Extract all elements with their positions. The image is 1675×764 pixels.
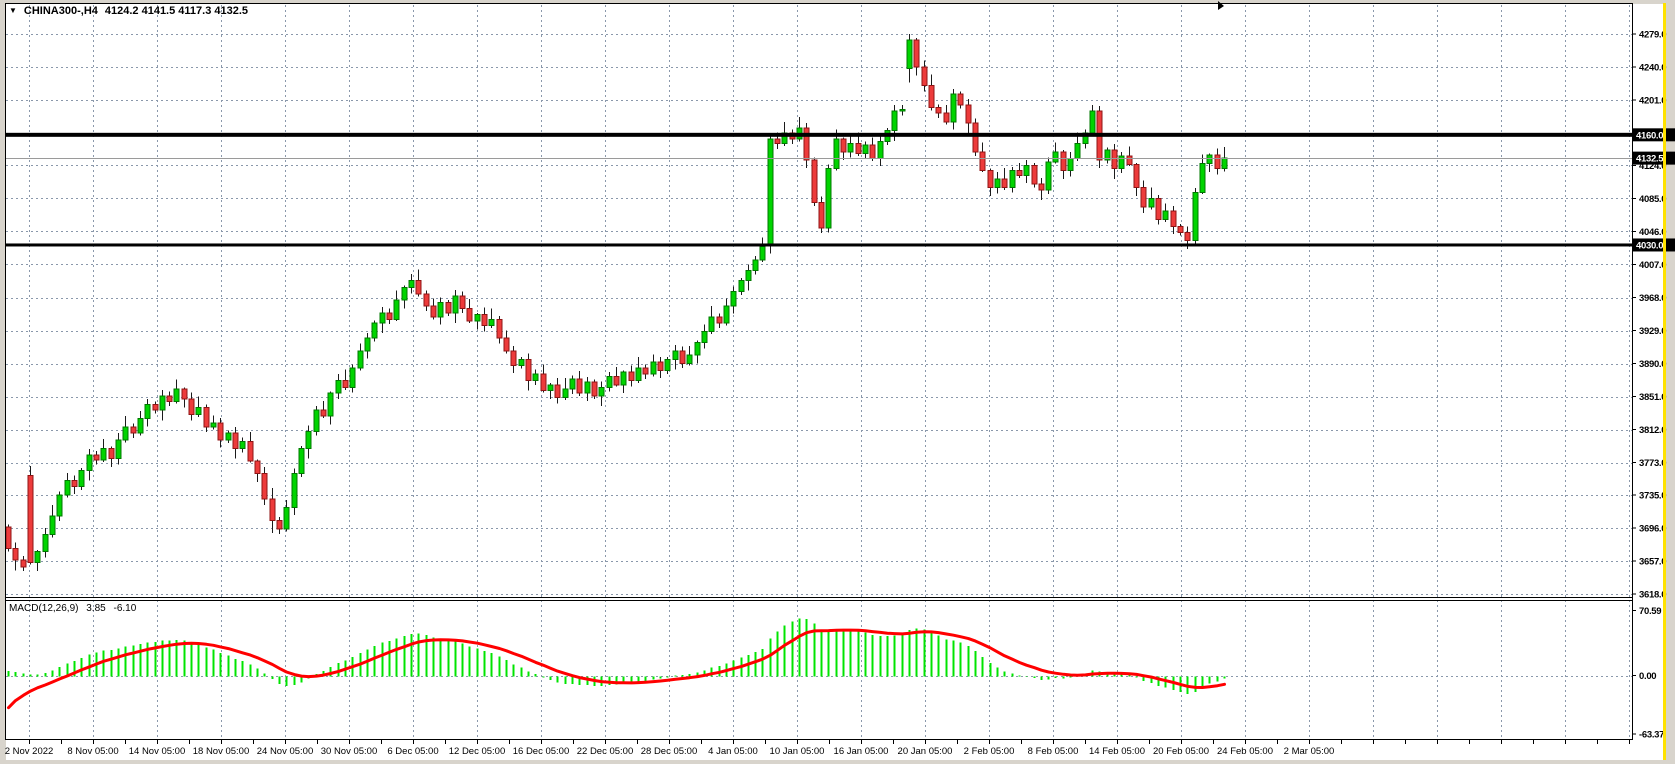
svg-text:3657.0: 3657.0 xyxy=(1639,557,1666,568)
chart-title-bar: ▼ CHINA300-,H4 4124.2 4141.5 4117.3 4132… xyxy=(9,5,248,17)
price-axis[interactable]: 4279.0 4240.0 4201.0 4124.0 4085.0 4046.0 4007… xyxy=(1632,30,1667,601)
svg-text:4007.0: 4007.0 xyxy=(1639,260,1666,271)
svg-text:16 Dec 05:00: 16 Dec 05:00 xyxy=(513,746,570,757)
svg-text:3968.0: 3968.0 xyxy=(1639,293,1666,304)
svg-text:14 Feb 05:00: 14 Feb 05:00 xyxy=(1089,746,1145,757)
svg-text:16 Jan 05:00: 16 Jan 05:00 xyxy=(834,746,889,757)
horizontal-line-object-4030[interactable] xyxy=(6,243,1632,247)
svg-text:4201.0: 4201.0 xyxy=(1639,96,1666,107)
svg-text:4240.0: 4240.0 xyxy=(1639,63,1666,74)
svg-text:3929.0: 3929.0 xyxy=(1639,326,1666,337)
svg-text:8 Nov 05:00: 8 Nov 05:00 xyxy=(67,746,118,757)
vertical-line-object[interactable] xyxy=(1663,3,1666,760)
svg-text:2 Mar 05:00: 2 Mar 05:00 xyxy=(1284,746,1335,757)
svg-text:70.59: 70.59 xyxy=(1639,606,1661,617)
svg-text:4085.0: 4085.0 xyxy=(1639,194,1666,205)
svg-text:0.00: 0.00 xyxy=(1639,671,1656,682)
svg-text:3851.0: 3851.0 xyxy=(1639,392,1666,403)
macd-name: MACD(12,26,9) xyxy=(9,603,79,614)
svg-text:24 Nov 05:00: 24 Nov 05:00 xyxy=(257,746,314,757)
svg-text:28 Dec 05:00: 28 Dec 05:00 xyxy=(641,746,698,757)
svg-text:2 Feb 05:00: 2 Feb 05:00 xyxy=(964,746,1015,757)
chart-frame xyxy=(5,3,1633,740)
svg-text:3773.0: 3773.0 xyxy=(1639,458,1666,469)
svg-text:3890.0: 3890.0 xyxy=(1639,359,1666,370)
macd-histogram xyxy=(7,618,1226,695)
svg-text:4279.0: 4279.0 xyxy=(1639,30,1666,41)
svg-text:20 Jan 05:00: 20 Jan 05:00 xyxy=(898,746,953,757)
svg-text:30 Nov 05:00: 30 Nov 05:00 xyxy=(321,746,378,757)
svg-text:3618.0: 3618.0 xyxy=(1639,590,1666,601)
svg-text:8 Feb 05:00: 8 Feb 05:00 xyxy=(1028,746,1079,757)
macd-axis[interactable]: 70.59 0.00 -63.37 xyxy=(1632,606,1664,740)
svg-text:3812.0: 3812.0 xyxy=(1639,425,1666,436)
svg-text:12 Dec 05:00: 12 Dec 05:00 xyxy=(449,746,506,757)
macd-signal-value: -6.10 xyxy=(113,603,137,614)
symbol-dropdown-icon[interactable]: ▼ xyxy=(9,6,17,15)
svg-text:6 Dec 05:00: 6 Dec 05:00 xyxy=(387,746,438,757)
svg-text:4160.0: 4160.0 xyxy=(1636,130,1663,141)
chart-symbol-period: CHINA300-,H4 xyxy=(23,5,98,17)
svg-text:3735.0: 3735.0 xyxy=(1639,490,1666,501)
svg-text:4132.5: 4132.5 xyxy=(1636,154,1664,165)
svg-text:4030.0: 4030.0 xyxy=(1636,240,1663,251)
svg-text:24 Feb 05:00: 24 Feb 05:00 xyxy=(1217,746,1273,757)
chart-ohlc-values: 4124.2 4141.5 4117.3 4132.5 xyxy=(104,5,249,17)
svg-text:10 Jan 05:00: 10 Jan 05:00 xyxy=(770,746,825,757)
svg-text:2 Nov 2022: 2 Nov 2022 xyxy=(5,746,54,757)
svg-text:18 Nov 05:00: 18 Nov 05:00 xyxy=(193,746,250,757)
svg-text:14 Nov 05:00: 14 Nov 05:00 xyxy=(129,746,186,757)
time-axis[interactable]: 2 Nov 2022 8 Nov 05:00 14 Nov 05:00 18 Nov … xyxy=(5,740,1630,757)
mouse-cursor-icon xyxy=(1218,1,1224,10)
svg-text:4124.0: 4124.0 xyxy=(1639,161,1666,172)
svg-text:22 Dec 05:00: 22 Dec 05:00 xyxy=(577,746,634,757)
svg-text:20 Feb 05:00: 20 Feb 05:00 xyxy=(1153,746,1209,757)
candlestick-series xyxy=(5,34,1228,572)
svg-text:-63.37: -63.37 xyxy=(1639,729,1664,740)
macd-indicator-label: MACD(12,26,9) 3.85 -6.10 xyxy=(9,603,141,614)
svg-text:3696.0: 3696.0 xyxy=(1639,523,1666,534)
horizontal-line-object-4160[interactable] xyxy=(6,132,1632,137)
macd-main-value: 3.85 xyxy=(86,603,106,614)
svg-text:4 Jan 05:00: 4 Jan 05:00 xyxy=(708,746,758,757)
svg-text:4046.0: 4046.0 xyxy=(1639,227,1666,238)
macd-signal-line xyxy=(7,628,1226,710)
